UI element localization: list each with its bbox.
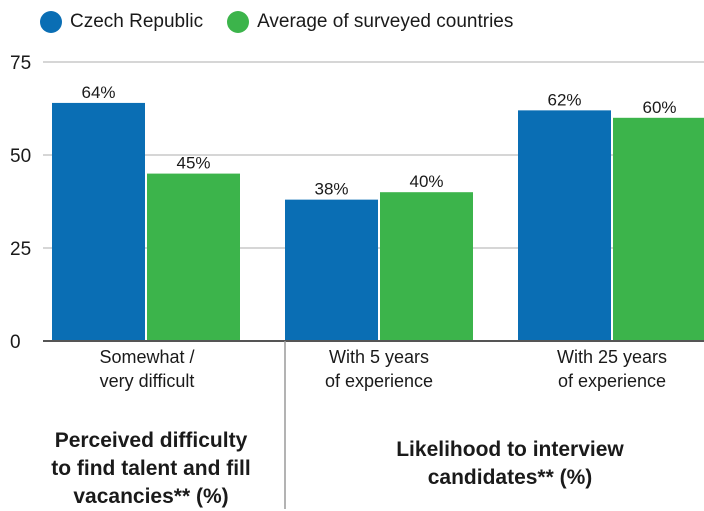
bar-czech-2 — [518, 110, 611, 341]
category-label-0-line-1: Somewhat / — [99, 347, 195, 367]
group-title-interview: Likelihood to interview candidates** (%) — [340, 436, 680, 492]
bar-czech-1 — [285, 199, 378, 341]
category-label-0-line-2: very difficult — [99, 371, 195, 391]
bar-average-0 — [147, 173, 240, 341]
bar-average-2 — [613, 117, 704, 341]
legend-item-average: Average of surveyed countries — [227, 11, 513, 33]
y-tick-label-50: 50 — [10, 146, 31, 167]
group-title-difficulty: Perceived difficulty to find talent and … — [20, 427, 282, 511]
bar-average-1 — [380, 192, 473, 341]
group-title-difficulty-line-2: to find talent and fill — [51, 457, 251, 480]
data-label-average-1: 40% — [409, 172, 443, 191]
data-label-average-0: 45% — [176, 154, 210, 173]
group-title-difficulty-line-1: Perceived difficulty — [54, 429, 248, 452]
legend: Czech Republic Average of surveyed count… — [40, 8, 513, 36]
bar-czech-0 — [52, 102, 145, 341]
y-tick-label-25: 25 — [10, 239, 31, 260]
y-tick-label-75: 75 — [10, 53, 31, 74]
category-label-1-line-1: With 5 years — [328, 347, 430, 367]
data-label-average-2: 60% — [642, 98, 676, 117]
legend-item-czech: Czech Republic — [40, 11, 203, 33]
legend-label-average: Average of surveyed countries — [257, 11, 514, 32]
legend-label-czech: Czech Republic — [70, 11, 204, 32]
category-label-2-line-1: With 25 years — [556, 347, 668, 367]
category-label-1-line-2: of experience — [324, 371, 434, 391]
group-title-interview-line-2: candidates** (%) — [427, 466, 593, 489]
data-label-czech-0: 64% — [81, 83, 115, 102]
category-label-1: With 5 years of experience — [284, 345, 474, 393]
category-label-2-line-2: of experience — [557, 371, 667, 391]
y-tick-label-0: 0 — [10, 332, 21, 353]
category-label-2: With 25 years of experience — [517, 345, 704, 393]
data-label-czech-1: 38% — [314, 180, 348, 199]
legend-swatch-average — [227, 11, 250, 33]
data-label-czech-2: 62% — [547, 90, 581, 109]
category-label-0: Somewhat / very difficult — [52, 345, 242, 393]
group-title-interview-line-1: Likelihood to interview — [396, 438, 624, 461]
legend-swatch-czech — [40, 11, 62, 33]
group-title-difficulty-line-3: vacancies** (%) — [73, 485, 229, 508]
